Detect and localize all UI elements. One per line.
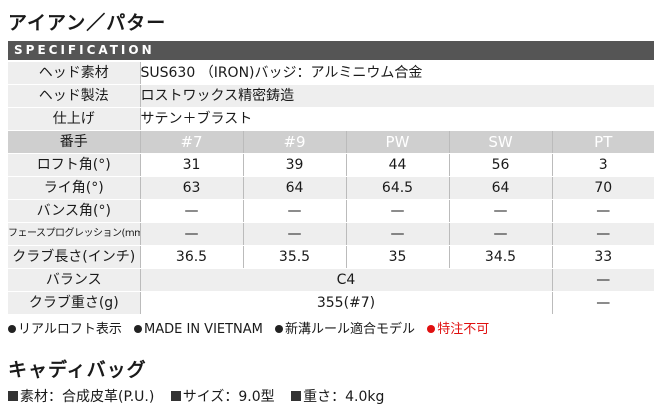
row-head-material: ヘッド素材 SUS630 （IRON)バッジ：アルミニウム合金: [8, 62, 655, 85]
note-real-loft: リアルロフト表示: [8, 322, 122, 337]
value-finish: サテン＋ブラスト: [140, 107, 655, 131]
col-pw: PW: [346, 130, 450, 154]
label-club-number: 番手: [8, 130, 141, 154]
label-balance: バランス: [8, 268, 141, 292]
bag-material: 素材：合成皮革(P.U.): [8, 389, 154, 405]
fp-7: —: [140, 222, 244, 246]
lie-sw: 64: [449, 176, 553, 200]
bullet-icon: [427, 324, 436, 333]
label-head-material: ヘッド素材: [8, 62, 141, 85]
note-made-in: MADE IN VIETNAM: [134, 322, 263, 337]
fp-sw: —: [449, 222, 553, 246]
loft-pw: 44: [346, 153, 450, 177]
length-pt: 33: [552, 245, 655, 269]
row-club-numbers: 番手 #7 #9 PW SW PT: [8, 130, 655, 154]
bounce-pw: —: [346, 199, 450, 223]
caddie-bag-title: キャディバッグ: [8, 359, 147, 381]
bounce-9: —: [243, 199, 347, 223]
label-head-method: ヘッド製法: [8, 84, 141, 108]
bullet-icon: [134, 324, 143, 333]
value-head-method: ロストワックス精密鋳造: [140, 84, 655, 108]
fp-pw: —: [346, 222, 450, 246]
col-pt: PT: [552, 130, 655, 154]
bag-size: サイズ：9.0型: [170, 389, 275, 405]
lie-pt: 70: [552, 176, 655, 200]
bag-weight: 重さ：4.0kg: [291, 389, 384, 405]
label-bounce: バンス角(°): [8, 199, 141, 223]
balance-value: C4: [140, 268, 553, 292]
loft-7: 31: [140, 153, 244, 177]
length-pw: 35: [346, 245, 450, 269]
fp-9: —: [243, 222, 347, 246]
lie-pw: 64.5: [346, 176, 450, 200]
spec-table: ヘッド素材 SUS630 （IRON)バッジ：アルミニウム合金 ヘッド製法 ロス…: [8, 62, 655, 315]
length-sw: 34.5: [449, 245, 553, 269]
col-9: #9: [243, 130, 347, 154]
square-bullet-icon: [291, 391, 302, 401]
row-loft: ロフト角(°) 31 39 44 56 3: [8, 153, 655, 177]
row-face-progression: フェースプログレッション(mm) — — — — —: [8, 222, 655, 246]
bounce-7: —: [140, 199, 244, 223]
square-bullet-icon: [8, 391, 18, 401]
label-club-length: クラブ長さ(インチ): [8, 245, 141, 269]
fp-pt: —: [552, 222, 655, 246]
club-weight-value: 355(#7): [140, 291, 553, 315]
note-groove-rule: 新溝ルール適合モデル: [275, 322, 415, 337]
specification-bar: SPECIFICATION: [8, 41, 654, 60]
length-9: 35.5: [243, 245, 347, 269]
lie-7: 63: [140, 176, 244, 200]
label-finish: 仕上げ: [8, 107, 141, 131]
row-balance: バランス C4 —: [8, 268, 655, 292]
lie-9: 64: [243, 176, 347, 200]
row-club-weight: クラブ重さ(g) 355(#7) —: [8, 291, 655, 315]
bag-specs: 素材：合成皮革(P.U.) サイズ：9.0型 重さ：4.0kg: [8, 386, 396, 406]
col-sw: SW: [449, 130, 553, 154]
square-bullet-icon: [170, 391, 181, 401]
value-head-material: SUS630 （IRON)バッジ：アルミニウム合金: [140, 62, 655, 85]
label-club-weight: クラブ重さ(g): [8, 291, 141, 315]
loft-sw: 56: [449, 153, 553, 177]
row-finish: 仕上げ サテン＋ブラスト: [8, 107, 655, 131]
iron-putter-title: アイアン／パター: [8, 12, 167, 34]
club-weight-pt: —: [552, 291, 655, 315]
length-7: 36.5: [140, 245, 244, 269]
row-head-method: ヘッド製法 ロストワックス精密鋳造: [8, 84, 655, 108]
label-face-progression: フェースプログレッション(mm): [8, 222, 141, 246]
row-lie: ライ角(°) 63 64 64.5 64 70: [8, 176, 655, 200]
loft-pt: 3: [552, 153, 655, 177]
bullet-icon: [8, 324, 16, 333]
balance-pt: —: [552, 268, 655, 292]
bullet-icon: [275, 324, 284, 333]
row-club-length: クラブ長さ(インチ) 36.5 35.5 35 34.5 33: [8, 245, 655, 269]
col-7: #7: [140, 130, 244, 154]
loft-9: 39: [243, 153, 347, 177]
bounce-pt: —: [552, 199, 655, 223]
label-lie: ライ角(°): [8, 176, 141, 200]
note-no-custom: 特注不可: [427, 322, 489, 337]
notes-line: リアルロフト表示 MADE IN VIETNAM 新溝ルール適合モデル 特注不可: [8, 318, 497, 337]
label-loft: ロフト角(°): [8, 153, 141, 177]
bounce-sw: —: [449, 199, 553, 223]
row-bounce: バンス角(°) — — — — —: [8, 199, 655, 223]
